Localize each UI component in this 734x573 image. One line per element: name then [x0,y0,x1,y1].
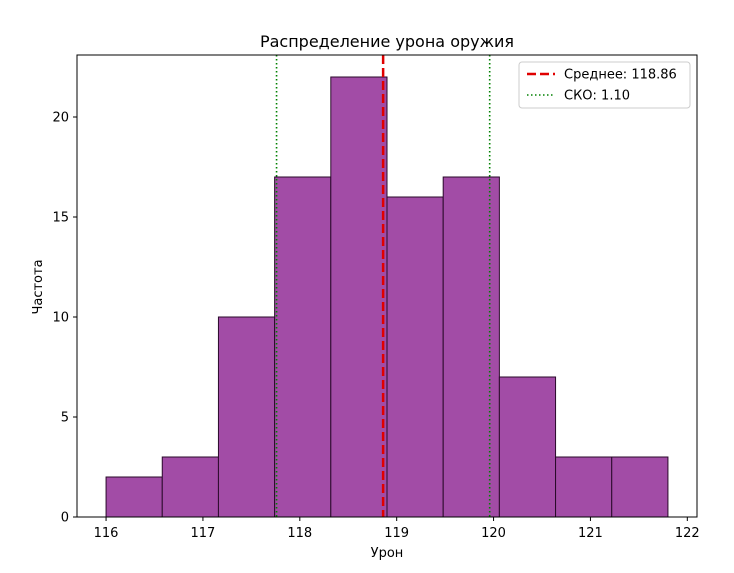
histogram-bar [330,76,388,518]
legend-mean-label: Среднее: 118.86 [564,68,677,83]
y-tick-label: 0 [61,511,69,526]
axes: 116 117 118 119 120 121 122 0 5 10 15 20 [52,54,700,541]
chart-title: Распределение урона оружия [260,32,514,51]
y-tick-label: 20 [52,111,69,126]
legend-std-label: СКО: 1.10 [564,89,630,104]
histogram-bar [161,456,219,518]
histogram-bar [498,376,557,518]
histogram-bar [274,176,332,518]
y-tick-label: 15 [52,211,69,226]
x-tick-label: 122 [675,526,700,541]
x-tick-label: 116 [94,526,119,541]
histogram-bar [555,456,613,518]
y-axis-label: Частота [31,259,46,314]
histogram-bar [105,476,163,518]
x-tick-label: 120 [481,526,506,541]
x-tick-label: 118 [287,526,312,541]
legend-box [518,61,691,109]
histogram-bar [386,196,444,518]
histogram-bar [611,456,669,518]
x-tick-label: 117 [191,526,216,541]
axes-frame [76,54,698,518]
x-axis-label: Урон [371,546,404,561]
y-tick-label: 10 [52,311,69,326]
legend: Среднее: 118.86 СКО: 1.10 [518,61,691,109]
y-tick-label: 5 [61,411,69,426]
histogram-bar [442,176,500,518]
histogram-bar [217,316,276,518]
plot-area [105,55,669,518]
x-tick-label: 119 [384,526,409,541]
x-tick-label: 121 [578,526,603,541]
